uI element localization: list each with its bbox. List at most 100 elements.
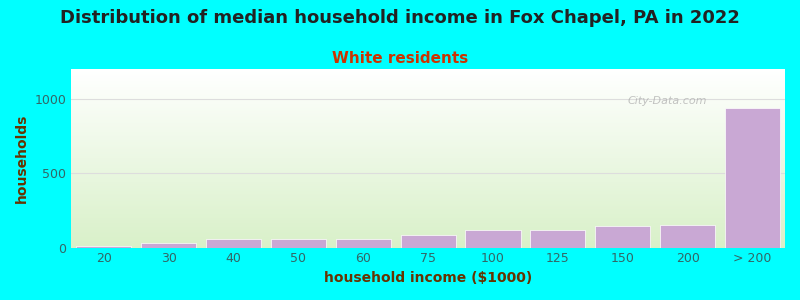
Bar <box>71 227 785 228</box>
Bar <box>71 112 785 113</box>
Bar <box>71 126 785 127</box>
Bar <box>76 246 131 247</box>
Bar <box>71 177 785 178</box>
Bar <box>71 154 785 155</box>
Bar <box>71 69 785 70</box>
Bar <box>71 86 785 87</box>
Bar <box>271 239 326 248</box>
Bar <box>71 242 785 243</box>
Bar <box>71 233 785 234</box>
Bar <box>71 117 785 118</box>
Bar <box>71 193 785 194</box>
Text: City-Data.com: City-Data.com <box>628 96 707 106</box>
Bar <box>71 180 785 181</box>
Bar <box>71 243 785 244</box>
Bar <box>71 179 785 180</box>
Bar <box>71 201 785 202</box>
Bar <box>71 214 785 215</box>
Bar <box>71 136 785 137</box>
Bar <box>71 79 785 80</box>
Bar <box>71 162 785 163</box>
Bar <box>71 163 785 164</box>
Bar <box>71 234 785 235</box>
Bar <box>71 144 785 145</box>
Bar <box>71 85 785 86</box>
Bar <box>71 238 785 239</box>
Bar <box>71 113 785 114</box>
Bar <box>71 147 785 148</box>
Bar <box>71 125 785 126</box>
Bar <box>71 178 785 179</box>
Bar <box>530 230 586 248</box>
Bar <box>71 182 785 183</box>
Bar <box>71 103 785 104</box>
Bar <box>71 245 785 246</box>
Bar <box>71 82 785 83</box>
Bar <box>660 224 715 248</box>
Bar <box>71 168 785 169</box>
Bar <box>71 123 785 124</box>
Bar <box>71 217 785 218</box>
Bar <box>71 109 785 110</box>
Bar <box>71 131 785 132</box>
Bar <box>71 172 785 173</box>
Bar <box>71 229 785 230</box>
Bar <box>71 157 785 158</box>
Bar <box>71 230 785 231</box>
Bar <box>71 166 785 167</box>
Bar <box>71 89 785 90</box>
Bar <box>71 176 785 177</box>
Bar <box>71 240 785 241</box>
Bar <box>71 247 785 248</box>
Bar <box>71 71 785 72</box>
Bar <box>71 91 785 92</box>
Bar <box>71 129 785 130</box>
Bar <box>71 155 785 156</box>
Bar <box>71 78 785 79</box>
Bar <box>71 143 785 144</box>
Bar <box>71 137 785 138</box>
Bar <box>71 202 785 203</box>
Bar <box>71 206 785 207</box>
Bar <box>71 151 785 152</box>
Bar <box>71 139 785 140</box>
Text: Distribution of median household income in Fox Chapel, PA in 2022: Distribution of median household income … <box>60 9 740 27</box>
Bar <box>71 82 785 83</box>
Bar <box>71 191 785 192</box>
Bar <box>71 203 785 204</box>
Bar <box>71 152 785 153</box>
Bar <box>71 128 785 129</box>
Bar <box>71 141 785 142</box>
Bar <box>71 210 785 211</box>
Bar <box>71 90 785 91</box>
Bar <box>71 164 785 165</box>
Bar <box>71 216 785 217</box>
Bar <box>71 92 785 93</box>
Bar <box>71 192 785 193</box>
Bar <box>71 119 785 120</box>
Bar <box>71 156 785 157</box>
Bar <box>71 77 785 78</box>
Bar <box>71 153 785 154</box>
Bar <box>71 118 785 119</box>
Bar <box>71 93 785 94</box>
Bar <box>71 183 785 184</box>
Bar <box>71 171 785 172</box>
Bar <box>71 190 785 191</box>
Bar <box>71 237 785 238</box>
Bar <box>71 74 785 75</box>
X-axis label: household income ($1000): household income ($1000) <box>324 271 532 285</box>
Bar <box>71 138 785 139</box>
Bar <box>71 159 785 160</box>
Bar <box>71 95 785 96</box>
Bar <box>71 160 785 161</box>
Bar <box>71 88 785 89</box>
Bar <box>71 215 785 216</box>
Bar <box>71 108 785 109</box>
Bar <box>71 173 785 174</box>
Bar <box>725 108 780 247</box>
Bar <box>71 194 785 195</box>
Bar <box>141 243 196 248</box>
Bar <box>71 208 785 209</box>
Bar <box>71 80 785 81</box>
